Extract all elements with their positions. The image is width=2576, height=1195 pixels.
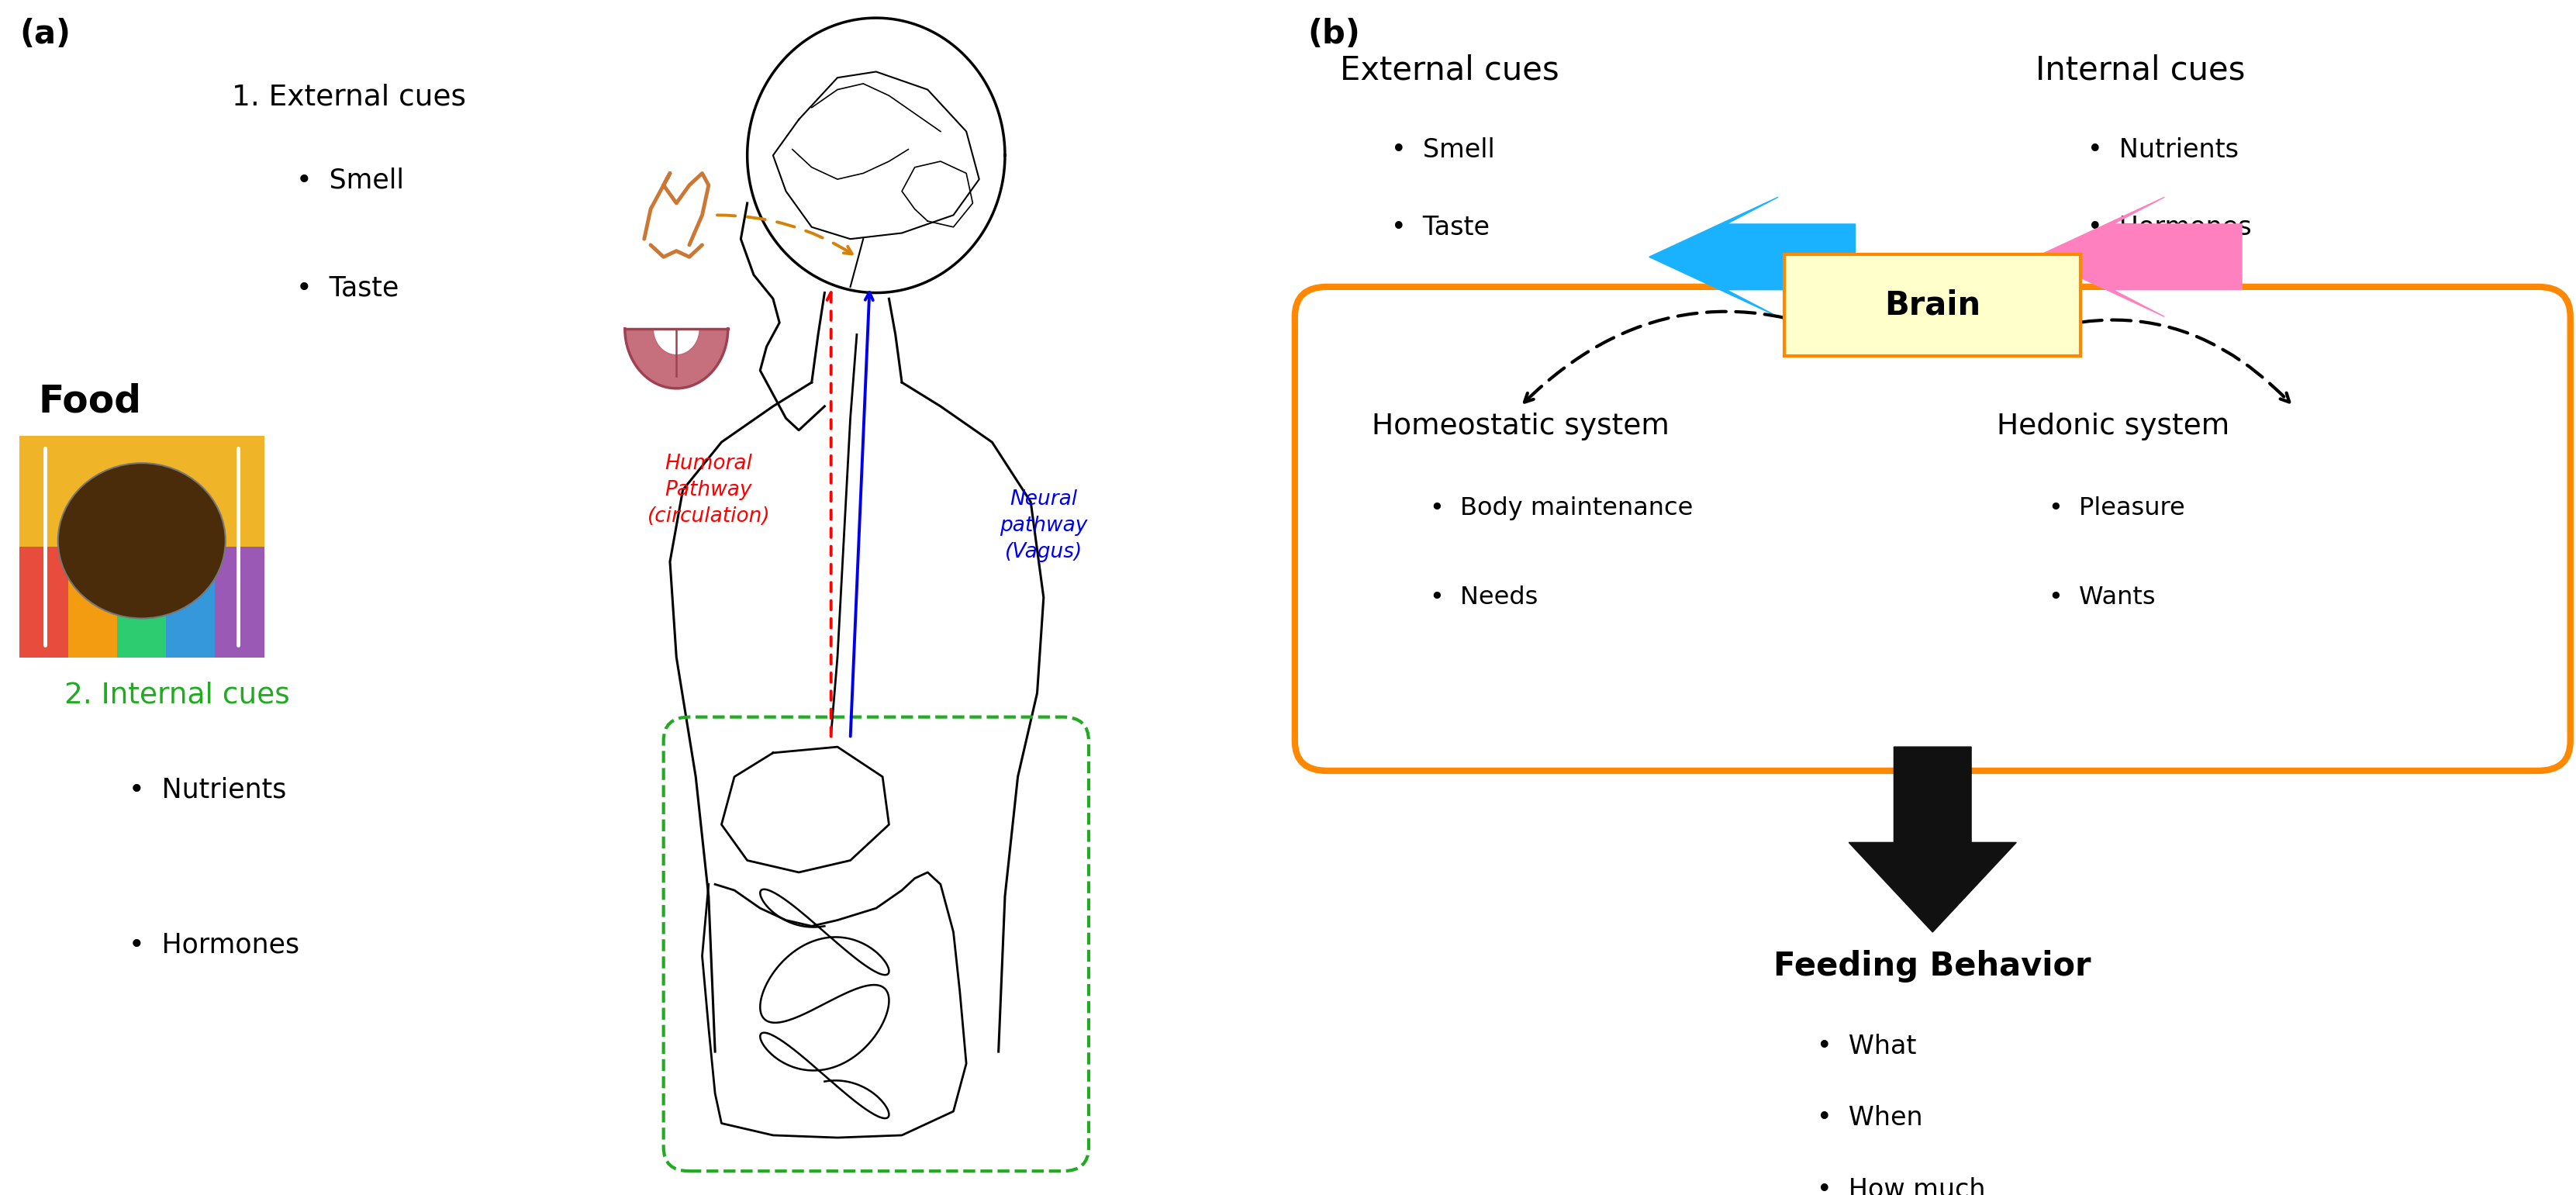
Text: Food: Food — [39, 382, 142, 419]
Text: •  Taste: • Taste — [296, 275, 399, 301]
Text: 2. Internal cues: 2. Internal cues — [64, 681, 289, 709]
Text: •  Taste: • Taste — [1391, 215, 1489, 240]
Text: (a): (a) — [18, 18, 70, 50]
Text: Homeostatic system: Homeostatic system — [1370, 412, 1669, 440]
Text: •  Smell: • Smell — [296, 167, 404, 194]
FancyBboxPatch shape — [118, 547, 165, 657]
Text: •  Needs: • Needs — [1430, 586, 1538, 609]
Text: •  Nutrients: • Nutrients — [129, 777, 286, 803]
Text: Feeding Behavior: Feeding Behavior — [1772, 950, 2092, 982]
Text: •  Hormones: • Hormones — [2087, 215, 2251, 240]
Text: Internal cues: Internal cues — [2035, 54, 2244, 86]
Text: Brain: Brain — [1883, 289, 1981, 321]
FancyBboxPatch shape — [1783, 255, 2081, 356]
Text: •  Hormones: • Hormones — [129, 932, 299, 958]
FancyBboxPatch shape — [18, 436, 263, 657]
Text: Hedonic system: Hedonic system — [1996, 412, 2228, 440]
Polygon shape — [1649, 197, 1855, 317]
Text: (b): (b) — [1306, 18, 1360, 50]
Text: •  What: • What — [1816, 1034, 1917, 1059]
Text: •  Smell: • Smell — [1391, 137, 1494, 163]
FancyBboxPatch shape — [67, 547, 118, 657]
Text: Humoral
Pathway
(circulation): Humoral Pathway (circulation) — [647, 454, 770, 526]
FancyBboxPatch shape — [165, 547, 214, 657]
Text: •  How much: • How much — [1816, 1177, 1984, 1195]
Text: •  Wants: • Wants — [2048, 586, 2154, 609]
FancyBboxPatch shape — [1293, 287, 2568, 771]
Text: •  Body maintenance: • Body maintenance — [1430, 496, 1692, 520]
Text: Neural
pathway
(Vagus): Neural pathway (Vagus) — [999, 490, 1087, 562]
Text: External cues: External cues — [1340, 54, 1558, 86]
FancyArrow shape — [1847, 747, 2014, 932]
Circle shape — [57, 462, 224, 619]
Text: •  Pleasure: • Pleasure — [2048, 496, 2184, 520]
Text: 1. External cues: 1. External cues — [232, 84, 466, 111]
Text: •  Nutrients: • Nutrients — [2087, 137, 2239, 163]
Polygon shape — [2035, 197, 2241, 317]
FancyBboxPatch shape — [214, 547, 263, 657]
FancyBboxPatch shape — [18, 547, 67, 657]
Polygon shape — [623, 329, 729, 388]
Text: •  When: • When — [1816, 1105, 1922, 1130]
